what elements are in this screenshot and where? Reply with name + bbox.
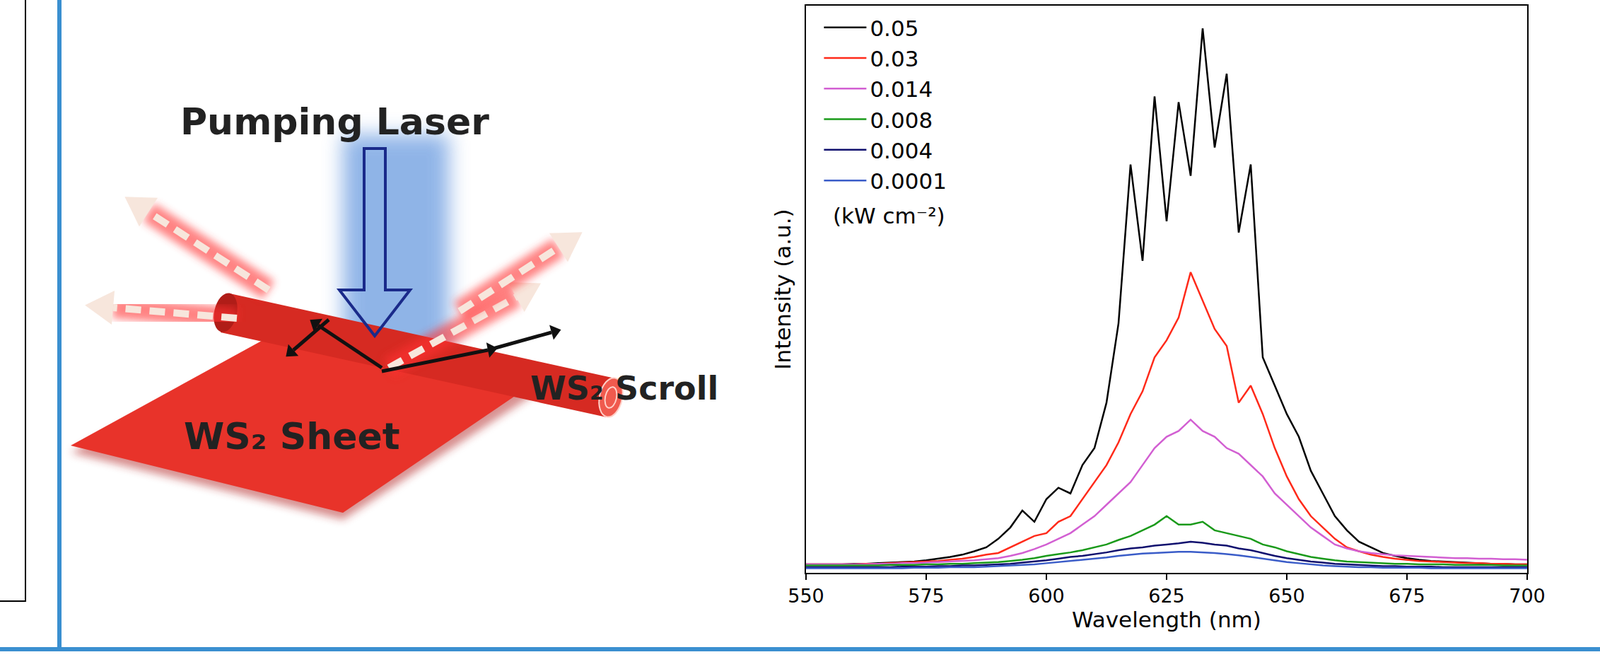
svg-text:Pumping Laser: Pumping Laser bbox=[180, 100, 490, 143]
svg-text:675: 675 bbox=[1388, 584, 1426, 607]
svg-text:Wavelength (nm): Wavelength (nm) bbox=[1071, 606, 1262, 633]
svg-text:WS₂ Scroll: WS₂ Scroll bbox=[530, 369, 719, 408]
svg-text:(kW cm⁻²): (kW cm⁻²) bbox=[832, 202, 946, 229]
svg-text:0.03: 0.03 bbox=[869, 45, 919, 72]
svg-text:WS₂ Sheet: WS₂ Sheet bbox=[183, 415, 401, 458]
svg-text:0.014: 0.014 bbox=[869, 76, 933, 102]
svg-text:575: 575 bbox=[907, 584, 945, 607]
svg-text:0.008: 0.008 bbox=[869, 107, 933, 133]
svg-text:0.05: 0.05 bbox=[869, 15, 919, 42]
svg-text:625: 625 bbox=[1148, 584, 1185, 607]
svg-text:0.004: 0.004 bbox=[869, 137, 933, 164]
svg-text:Intensity (a.u.): Intensity (a.u.) bbox=[769, 208, 796, 370]
svg-text:0.0001: 0.0001 bbox=[869, 168, 947, 194]
svg-text:550: 550 bbox=[787, 584, 825, 607]
svg-text:600: 600 bbox=[1028, 584, 1065, 607]
svg-text:650: 650 bbox=[1268, 584, 1306, 607]
svg-text:700: 700 bbox=[1508, 584, 1546, 607]
